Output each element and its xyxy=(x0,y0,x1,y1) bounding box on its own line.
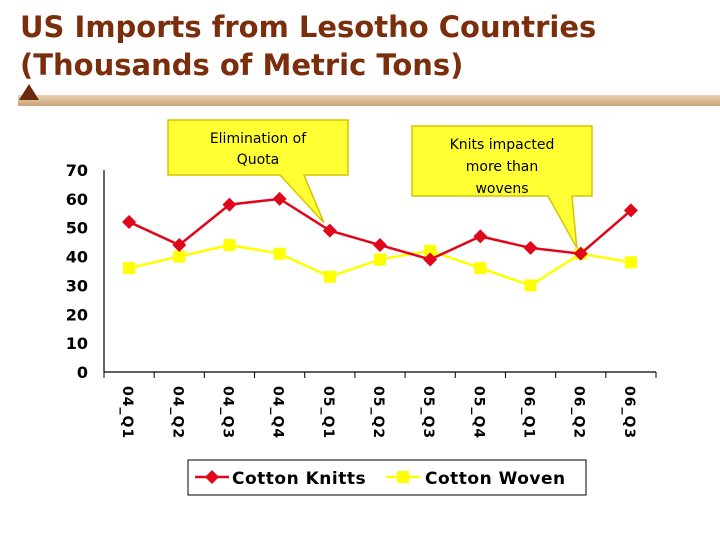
callout-text-line: Quota xyxy=(237,152,280,168)
data-point-marker xyxy=(374,253,386,266)
y-tick-label: 60 xyxy=(66,190,88,209)
data-point-marker xyxy=(172,238,187,253)
x-tick-label: 06_Q1 xyxy=(521,386,537,439)
x-tick-label: 05_Q4 xyxy=(470,386,486,439)
triangle-icon xyxy=(19,84,39,100)
chart-axes xyxy=(103,170,657,378)
data-point-marker xyxy=(122,214,137,229)
y-tick-label: 40 xyxy=(66,248,88,267)
x-tick-label: 04_Q4 xyxy=(270,386,286,439)
y-tick-label: 10 xyxy=(66,334,88,353)
data-point-marker xyxy=(424,244,437,257)
data-point-marker xyxy=(523,240,538,255)
title-line-1: US Imports from Lesotho Countries xyxy=(20,10,597,44)
data-point-marker xyxy=(474,262,487,275)
y-tick-label: 20 xyxy=(66,305,88,324)
data-point-marker xyxy=(123,262,136,275)
x-tick-label: 05_Q2 xyxy=(370,386,386,439)
page-title: US Imports from Lesotho Countries (Thous… xyxy=(20,8,596,84)
y-tick-label: 50 xyxy=(66,219,88,238)
callout-elimination-of-quota: Elimination of Quota xyxy=(167,119,349,224)
legend-label-cotton-knitts: Cotton Knitts xyxy=(232,469,366,489)
data-point-marker xyxy=(473,229,488,244)
x-tick-label: 06_Q3 xyxy=(621,386,637,439)
series-cotton-woven xyxy=(123,239,637,292)
data-point-marker xyxy=(222,197,237,212)
y-tick-label: 30 xyxy=(66,276,88,295)
x-tick-label: 04_Q2 xyxy=(169,386,185,439)
data-point-marker xyxy=(573,246,588,261)
x-tick-label: 05_Q3 xyxy=(420,386,436,439)
legend-label-cotton-woven: Cotton Woven xyxy=(425,469,566,489)
data-point-marker xyxy=(624,256,637,269)
data-point-marker xyxy=(223,239,236,252)
callout-text-line: Knits impacted xyxy=(450,137,555,153)
chart-legend: Cotton Knitts Cotton Woven xyxy=(187,459,587,496)
series-cotton-knitts xyxy=(122,191,638,267)
x-tick-label: 04_Q3 xyxy=(219,386,235,439)
callout-bubble xyxy=(167,119,349,224)
callout-knits-impacted: Knits impacted more than wovens xyxy=(411,125,593,249)
data-point-marker xyxy=(423,252,438,267)
y-tick-label: 0 xyxy=(77,363,88,382)
legend-marker-square xyxy=(397,471,409,483)
callout-text-line: wovens xyxy=(475,181,528,197)
legend-marker-diamond xyxy=(205,470,219,484)
data-point-marker xyxy=(323,270,336,283)
x-axis-ticks: 04_Q1 04_Q2 04_Q3 04_Q4 05_Q1 05_Q2 05_Q3 05_Q4… xyxy=(119,386,637,439)
x-tick-label: 06_Q2 xyxy=(571,386,587,439)
data-point-marker xyxy=(322,223,337,238)
x-tick-label: 04_Q1 xyxy=(119,386,135,439)
data-point-marker xyxy=(173,250,186,263)
data-point-marker xyxy=(272,191,287,206)
callout-text-line: more than xyxy=(466,159,539,175)
callout-bubble xyxy=(411,125,593,249)
data-point-marker xyxy=(273,247,286,260)
title-rule xyxy=(18,95,720,106)
title-line-2: (Thousands of Metric Tons) xyxy=(20,48,464,82)
data-point-marker xyxy=(524,279,537,292)
y-tick-label: 70 xyxy=(66,161,88,180)
chart-series xyxy=(122,191,638,292)
data-point-marker xyxy=(373,238,387,253)
data-point-marker xyxy=(623,203,638,218)
callout-text-line: Elimination of xyxy=(210,131,307,147)
y-axis-ticks: 0 10 20 30 40 50 60 70 xyxy=(66,161,88,382)
x-tick-label: 05_Q1 xyxy=(320,386,336,439)
